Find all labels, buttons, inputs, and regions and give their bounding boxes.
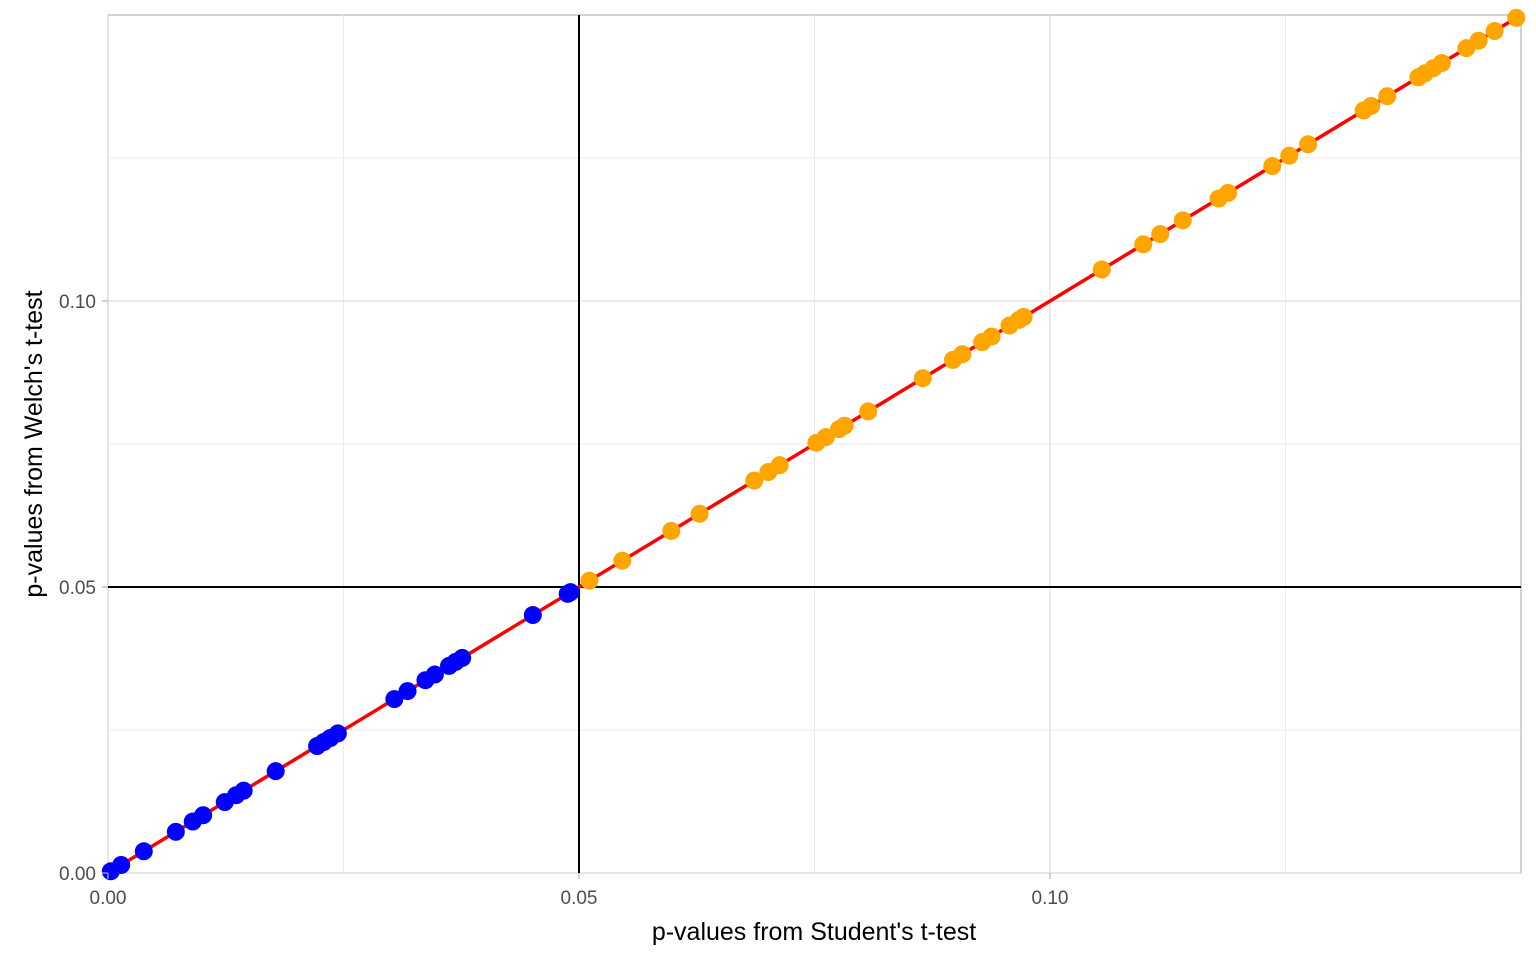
data-point-not-significant bbox=[580, 571, 599, 590]
data-point-significant bbox=[398, 682, 417, 701]
data-point-not-significant bbox=[859, 402, 878, 421]
data-point-not-significant bbox=[982, 327, 1001, 346]
data-point-not-significant bbox=[1280, 146, 1299, 165]
data-points bbox=[101, 8, 1526, 881]
data-point-significant bbox=[194, 806, 213, 825]
data-point-not-significant bbox=[690, 504, 709, 523]
data-point-not-significant bbox=[1485, 22, 1504, 41]
y-axis-title: p-values from Welch's t-test bbox=[20, 290, 48, 597]
x-tick-label: 0.00 bbox=[90, 888, 127, 909]
data-point-not-significant bbox=[1173, 211, 1192, 230]
data-point-not-significant bbox=[1219, 183, 1238, 202]
data-point-not-significant bbox=[1362, 96, 1381, 115]
data-point-significant bbox=[385, 690, 404, 709]
data-point-significant bbox=[425, 665, 444, 684]
data-point-not-significant bbox=[1263, 157, 1282, 176]
data-point-significant bbox=[166, 822, 185, 841]
data-point-not-significant bbox=[1092, 260, 1111, 279]
data-point-not-significant bbox=[1299, 135, 1318, 154]
y-axis-ticks: 0.00 0.05 0.10 bbox=[59, 292, 108, 885]
data-point-not-significant bbox=[835, 416, 854, 435]
data-point-significant bbox=[112, 855, 131, 874]
x-axis-ticks: 0.00 0.05 0.10 bbox=[90, 873, 1069, 909]
data-point-not-significant bbox=[1151, 225, 1170, 244]
data-point-significant bbox=[234, 781, 253, 800]
data-point-significant bbox=[134, 842, 153, 861]
y-tick-label: 0.10 bbox=[59, 292, 96, 313]
data-point-significant bbox=[561, 583, 580, 602]
data-point-significant bbox=[523, 606, 542, 625]
x-axis-title: p-values from Student's t-test bbox=[652, 918, 976, 946]
data-point-not-significant bbox=[613, 551, 632, 570]
data-point-significant bbox=[453, 648, 472, 667]
y-tick-label: 0.00 bbox=[59, 864, 96, 885]
data-point-not-significant bbox=[1432, 54, 1451, 73]
data-point-not-significant bbox=[1469, 31, 1488, 50]
data-point-not-significant bbox=[1014, 308, 1033, 327]
reference-lines bbox=[108, 15, 1521, 873]
data-point-not-significant bbox=[953, 345, 972, 364]
data-point-not-significant bbox=[1378, 87, 1397, 106]
data-point-not-significant bbox=[770, 456, 789, 475]
y-tick-label: 0.05 bbox=[59, 578, 96, 599]
data-point-not-significant bbox=[816, 428, 835, 447]
x-tick-label: 0.05 bbox=[561, 888, 598, 909]
data-point-not-significant bbox=[1134, 235, 1153, 254]
x-tick-label: 0.10 bbox=[1032, 888, 1069, 909]
data-point-significant bbox=[328, 724, 347, 743]
data-point-not-significant bbox=[745, 471, 764, 490]
data-point-not-significant bbox=[1507, 8, 1526, 27]
data-point-not-significant bbox=[662, 521, 681, 540]
data-point-significant bbox=[266, 762, 285, 781]
data-point-not-significant bbox=[913, 369, 932, 388]
